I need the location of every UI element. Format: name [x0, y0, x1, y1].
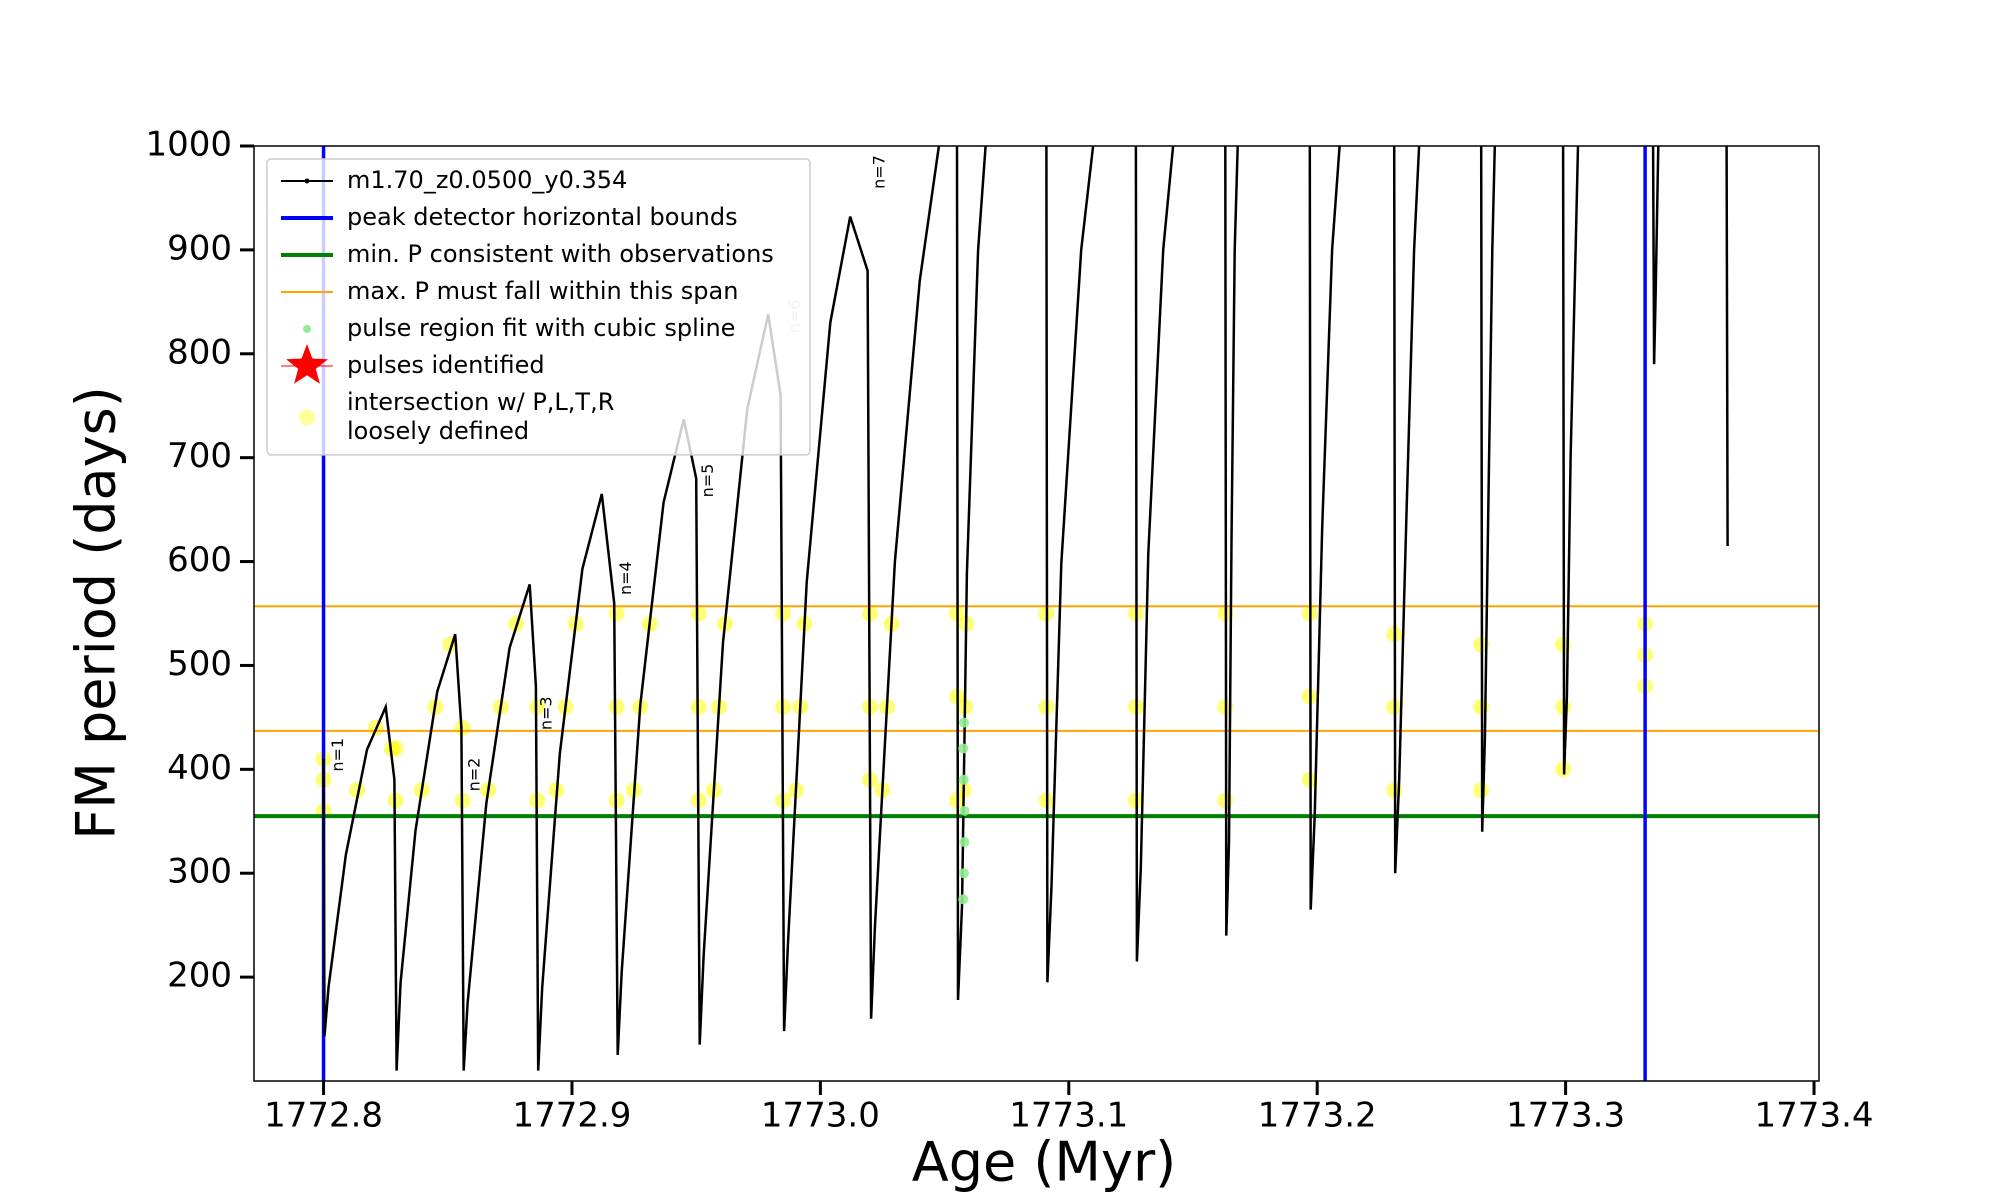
legend-label: pulses identified: [347, 351, 545, 379]
legend-label: m1.70_z0.0500_y0.354: [347, 166, 627, 194]
x-tick-label: 1773.2: [1258, 1096, 1377, 1136]
scatter-point: [958, 774, 969, 785]
y-tick-label: 800: [167, 332, 232, 372]
annotation: n=2: [465, 758, 484, 792]
annotation: n=7: [870, 155, 889, 189]
legend-label: min. P consistent with observations: [347, 240, 774, 268]
plot-area: n=1n=2n=3n=4n=5n=6n=7: [254, 146, 1819, 1081]
legend-swatch: [304, 178, 310, 184]
data-line: [322, 146, 941, 1071]
x-tick-label: 1772.8: [264, 1096, 383, 1136]
scatter-point: [349, 782, 366, 799]
scatter-point: [608, 699, 625, 715]
x-tick-label: 1772.9: [512, 1096, 631, 1136]
y-tick-label: 400: [167, 748, 232, 788]
scatter-point: [958, 894, 969, 905]
y-tick-label: 200: [167, 956, 232, 996]
legend-label: peak detector horizontal bounds: [347, 203, 738, 231]
legend-swatch: [286, 344, 328, 384]
legend-swatch: [303, 325, 311, 333]
data-line: [1725, 146, 1729, 547]
y-axis-label: FM period (days): [65, 386, 128, 840]
annotation: n=3: [537, 696, 556, 730]
data-line: [1045, 146, 1095, 983]
legend-label: intersection w/ P,L,T,R loosely defined: [347, 388, 614, 445]
data-line: [1651, 146, 1660, 365]
scatter-point: [690, 605, 707, 622]
y-tick-label: 600: [167, 540, 232, 580]
scatter-point: [608, 605, 625, 622]
x-tick-label: 1773.1: [1009, 1096, 1128, 1136]
x-tick-label: 1773.0: [761, 1096, 880, 1136]
data-line: [955, 146, 987, 1001]
data-line: [1308, 146, 1341, 910]
legend-label: pulse region fit with cubic spline: [347, 314, 735, 342]
data-line: [1479, 146, 1497, 832]
scatter-point: [958, 743, 969, 754]
annotation: n=5: [698, 464, 717, 498]
x-tick-label: 1773.3: [1506, 1096, 1625, 1136]
y-tick-label: 900: [167, 228, 232, 268]
legend-label: max. P must fall within this span: [347, 277, 738, 305]
scatter-point: [958, 717, 969, 728]
data-line: [1134, 146, 1175, 962]
scatter-point: [958, 868, 969, 879]
annotation: n=1: [328, 738, 347, 772]
y-tick-label: 500: [167, 644, 232, 684]
annotation: n=4: [616, 561, 635, 595]
scatter-point: [775, 605, 792, 622]
scatter-point: [959, 805, 970, 816]
x-tick-label: 1773.4: [1755, 1096, 1874, 1136]
x-axis-label: Age (Myr): [912, 1131, 1177, 1194]
data-line: [1224, 146, 1239, 936]
scatter-point: [959, 837, 970, 848]
y-tick-label: 1000: [145, 125, 232, 165]
data-line: [1392, 146, 1421, 874]
data-line: [1561, 146, 1580, 775]
legend-swatch: [299, 409, 315, 426]
legend-box: [266, 158, 811, 456]
y-tick-label: 700: [167, 436, 232, 476]
y-tick-label: 300: [167, 852, 232, 892]
plot-frame: [253, 145, 1820, 1082]
